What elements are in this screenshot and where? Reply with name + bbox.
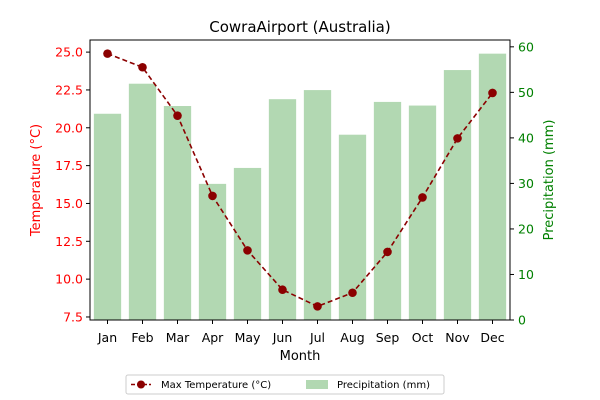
right-axis-ticks: 0 10 20 30 40 50 60 [510,39,534,328]
precipitation-bar-jul [303,90,332,320]
legend-bar-swatch [306,380,328,389]
precipitation-bar-feb [128,83,157,321]
precipitation-bar-jan [93,113,122,320]
x-tick-label: Sep [376,330,400,345]
x-axis-ticks: Jan Feb Mar Apr May Jun Jul Aug Sep Oct Nov Dec [97,320,505,345]
x-tick-label: Mar [166,330,190,345]
precipitation-bar-nov [443,70,472,320]
left-tick-label: 22.5 [55,82,83,97]
legend-entry-temperature: Max Temperature (°C) [161,380,271,391]
left-tick-label: 20.0 [55,120,83,135]
left-tick-label: 15.0 [55,196,83,211]
x-tick-label: Nov [445,330,470,345]
precipitation-bar-oct [408,105,437,320]
temperature-point-oct [418,193,427,202]
x-tick-label: Oct [412,330,434,345]
temperature-point-nov [453,134,462,143]
temperature-point-jan [103,49,112,58]
left-tick-label: 17.5 [55,158,83,173]
temperature-point-jun [278,285,287,295]
plot-frame [89,39,511,321]
temperature-line [103,49,497,311]
temperature-point-dec [488,88,497,98]
precipitation-bars [93,53,507,321]
x-axis-label: Month [280,349,321,364]
temperature-point-feb [138,62,147,72]
left-tick-label: 25.0 [55,45,83,60]
precipitation-bar-sep [373,101,402,320]
temperature-point-jul [313,302,322,311]
precipitation-bar-mar [163,106,192,320]
left-axis-label: Temperature (°C) [29,124,44,237]
right-tick-label: 50 [518,85,534,100]
left-tick-label: 10.0 [55,272,83,287]
legend-box [125,374,445,395]
left-tick-label: 12.5 [55,234,83,249]
right-tick-label: 0 [518,313,526,328]
left-axis-ticks: 7.5 10.0 12.5 15.0 17.5 20.0 22.5 25.0 [55,45,90,324]
right-tick-label: 20 [518,221,534,236]
x-tick-label: Feb [131,330,153,345]
legend-marker-swatch [137,380,145,389]
legend: Max Temperature (°C) Precipitation (mm) [125,374,445,395]
right-tick-label: 60 [518,39,534,54]
right-tick-label: 10 [518,267,534,282]
precipitation-bar-dec [478,53,507,320]
right-axis-label: Precipitation (mm) [542,120,557,241]
chart-title: CowraAirport (Australia) [209,18,390,36]
x-tick-label: Jan [97,330,117,345]
legend-entry-precipitation: Precipitation (mm) [337,380,430,391]
temperature-point-aug [348,288,357,298]
x-tick-label: Aug [340,330,364,345]
temperature-point-sep [383,247,392,257]
temperature-point-mar [173,111,182,120]
x-tick-label: Jul [309,330,325,345]
x-tick-label: May [235,330,261,345]
temperature-point-apr [208,191,217,201]
right-tick-label: 30 [518,176,534,191]
precipitation-bar-apr [198,183,227,320]
x-tick-label: Apr [202,330,224,345]
temperature-series-line [107,52,494,308]
x-tick-label: Jun [272,330,293,345]
temperature-point-may [243,246,252,255]
left-tick-label: 7.5 [63,309,83,324]
precipitation-bar-may [233,167,262,320]
precipitation-bar-jun [268,99,297,321]
x-tick-label: Dec [480,330,504,345]
right-tick-label: 40 [518,130,534,145]
